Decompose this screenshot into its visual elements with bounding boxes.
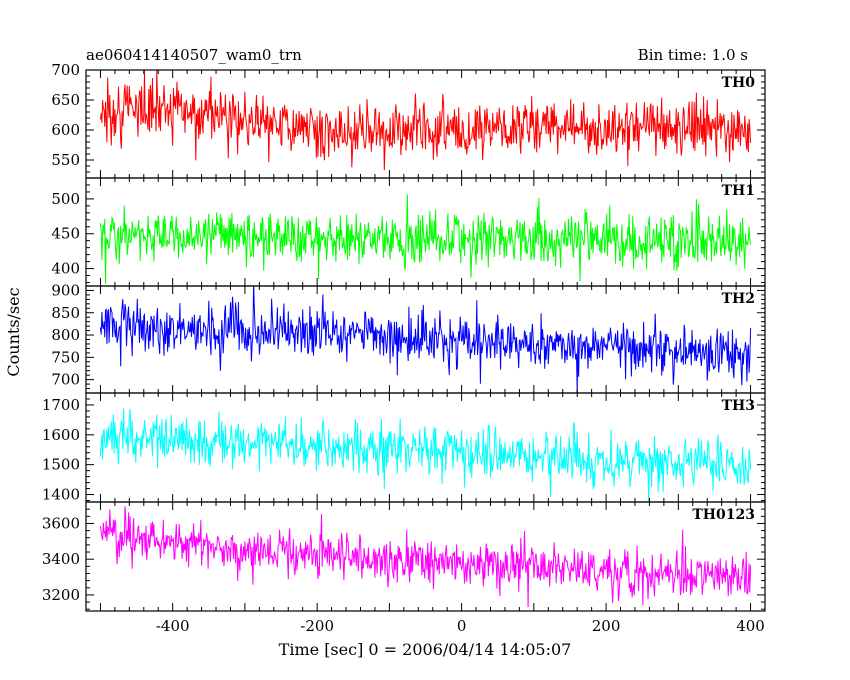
panel-th1: 400 450 500 TH1 [51,177,766,287]
y-tick-label: 3600 [42,514,80,532]
panel-label-th1: TH1 [722,183,755,199]
y-tick-label: 1700 [42,396,80,414]
x-tick-label: 0 [457,617,467,635]
series-line-th2 [99,286,752,393]
y-tick-label: 900 [51,281,80,299]
series-line-th3 [99,408,752,502]
y-tick-label: 650 [51,91,80,109]
panel-th0123: 3200 3400 3600 TH0123 [42,501,766,612]
bin-time-label: Bin time: 1.0 s [638,46,748,64]
x-tick-label: -200 [300,617,334,635]
y-tick-label: 800 [51,326,80,344]
chart-title: ae060414140507_wam0_trn [86,46,302,64]
y-tick-label: 850 [51,304,80,322]
panel-frame [85,501,766,612]
y-tick-label: 550 [51,151,80,169]
panel-label-th0123: TH0123 [692,507,755,523]
panel-label-th0: TH0 [722,75,756,91]
y-tick-label: 450 [51,225,80,243]
panel-th2: 700 750 800 850 900 TH2 [51,281,766,394]
series-line-th1 [99,194,752,284]
y-tick-label: 400 [51,260,80,278]
y-axis-title: Counts/sec [4,287,23,376]
panel-label-th3: TH3 [722,398,755,414]
x-tick-label: 200 [592,617,621,635]
panels-group: 550 600 650 700 TH0 400 450 500 TH1 700 750 800 850 9… [42,61,766,635]
x-tick-label: -400 [156,617,190,635]
x-axis-title: Time [sec] 0 = 2006/04/14 14:05:07 [279,640,572,659]
x-tick-label: 400 [736,617,765,635]
panel-frame [85,177,766,287]
series-line-th0123 [99,506,752,608]
y-tick-label: 600 [51,121,80,139]
y-tick-label: 3200 [42,586,80,604]
y-tick-label: 700 [51,371,80,389]
panel-th0: 550 600 650 700 TH0 [51,61,766,179]
y-tick-label: 1400 [42,486,80,504]
y-tick-label: 750 [51,348,80,366]
y-tick-label: 3400 [42,550,80,568]
panel-frame [85,285,766,394]
panel-th3: 1400 1500 1600 1700 TH3 [42,392,766,504]
y-tick-label: 700 [51,61,80,79]
y-tick-label: 500 [51,190,80,208]
series-line-th0 [99,70,752,171]
y-tick-label: 1600 [42,426,80,444]
y-tick-label: 1500 [42,456,80,474]
panel-label-th2: TH2 [722,291,755,307]
